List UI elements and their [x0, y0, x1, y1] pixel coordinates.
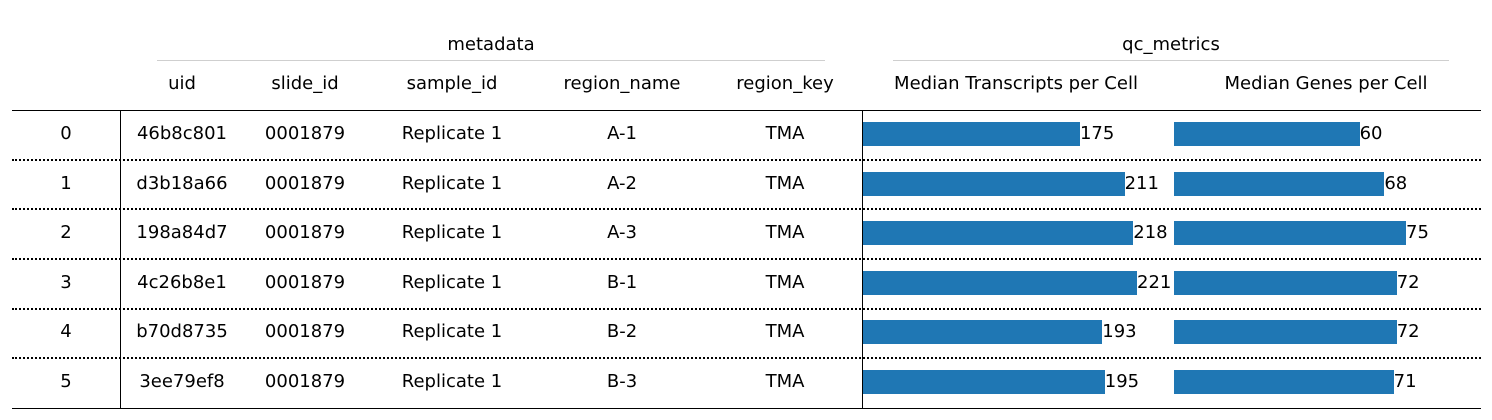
table-cell: B-1 — [606, 271, 638, 293]
bar — [1174, 320, 1397, 345]
group-underline — [893, 60, 1449, 61]
bar — [863, 270, 1137, 295]
row-separator — [12, 158, 1481, 161]
bar-value-label: 68 — [1384, 172, 1408, 194]
table-cell: Replicate 1 — [401, 123, 503, 144]
group-label: qc_metrics — [1122, 34, 1220, 55]
table-cell: 0001879 — [264, 371, 346, 392]
table-cell: Replicate 1 — [401, 172, 503, 194]
column-header: region_name — [563, 73, 681, 94]
table-cell: 0001879 — [264, 321, 346, 343]
bar-value-label: 72 — [1396, 271, 1420, 293]
row-index: 4 — [60, 321, 72, 343]
table-cell: A-2 — [607, 172, 637, 194]
table-cell: 198a84d7 — [136, 222, 228, 244]
table-cell: B-2 — [606, 321, 638, 343]
bar-value-label: 195 — [1104, 371, 1140, 392]
bar — [863, 122, 1080, 146]
table-cell: b70d8735 — [136, 321, 228, 343]
table-cell: 46b8c801 — [136, 123, 228, 144]
table-cell: A-1 — [607, 123, 637, 144]
bar — [1174, 370, 1394, 394]
table-cell: TMA — [765, 271, 805, 293]
row-separator — [12, 208, 1481, 211]
bar — [863, 221, 1134, 246]
bottom-rule — [12, 408, 1481, 409]
bar-value-label: 211 — [1124, 172, 1159, 194]
column-header: Median Transcripts per Cell — [894, 73, 1138, 94]
table-cell: 0001879 — [264, 271, 346, 293]
column-header: sample_id — [406, 73, 498, 94]
row-index: 2 — [60, 222, 72, 244]
bar-value-label: 75 — [1406, 222, 1429, 244]
group-underline — [157, 60, 825, 61]
table-cell: 3ee79ef8 — [139, 371, 225, 392]
table-cell: 0001879 — [264, 172, 346, 194]
bar — [1174, 270, 1397, 295]
column-header: Median Genes per Cell — [1224, 73, 1428, 94]
table-cell: A-3 — [607, 222, 637, 244]
row-separator — [12, 307, 1481, 310]
column-header: slide_id — [271, 73, 339, 94]
row-index: 1 — [60, 172, 72, 194]
bar-value-label: 221 — [1137, 271, 1172, 293]
table-cell: 0001879 — [264, 123, 346, 144]
row-index: 3 — [60, 271, 72, 293]
bar — [863, 171, 1125, 196]
table-cell: 4c26b8e1 — [137, 271, 227, 293]
table-cell: TMA — [765, 321, 805, 343]
bar-value-label: 72 — [1396, 321, 1420, 343]
table-cell: TMA — [765, 123, 805, 144]
table-cell: TMA — [765, 172, 805, 194]
row-separator — [12, 357, 1481, 360]
header-rule — [12, 110, 1481, 111]
column-header: uid — [168, 73, 196, 94]
table-cell: 0001879 — [264, 222, 346, 244]
table-cell: d3b18a66 — [136, 172, 228, 194]
bar — [863, 320, 1103, 345]
bar-value-label: 60 — [1359, 123, 1383, 144]
table-cell: TMA — [765, 222, 805, 244]
bar-value-label: 218 — [1133, 222, 1168, 244]
group-label: metadata — [447, 34, 535, 55]
table-cell: Replicate 1 — [401, 321, 503, 343]
table-cell: Replicate 1 — [401, 222, 503, 244]
row-separator — [12, 258, 1481, 260]
bar-value-label: 71 — [1393, 371, 1417, 392]
table-cell: TMA — [765, 371, 805, 392]
bar-value-label: 193 — [1102, 321, 1137, 343]
table-cell: Replicate 1 — [401, 371, 503, 392]
bar — [1174, 171, 1385, 196]
bar — [1174, 122, 1360, 146]
bar — [1174, 221, 1406, 246]
table-cell: Replicate 1 — [401, 271, 503, 293]
table-cell: B-3 — [606, 371, 638, 392]
row-index: 0 — [60, 123, 72, 144]
bar-value-label: 175 — [1079, 123, 1115, 144]
bar — [863, 370, 1105, 394]
column-header: region_key — [736, 73, 834, 94]
row-index: 5 — [60, 371, 72, 392]
